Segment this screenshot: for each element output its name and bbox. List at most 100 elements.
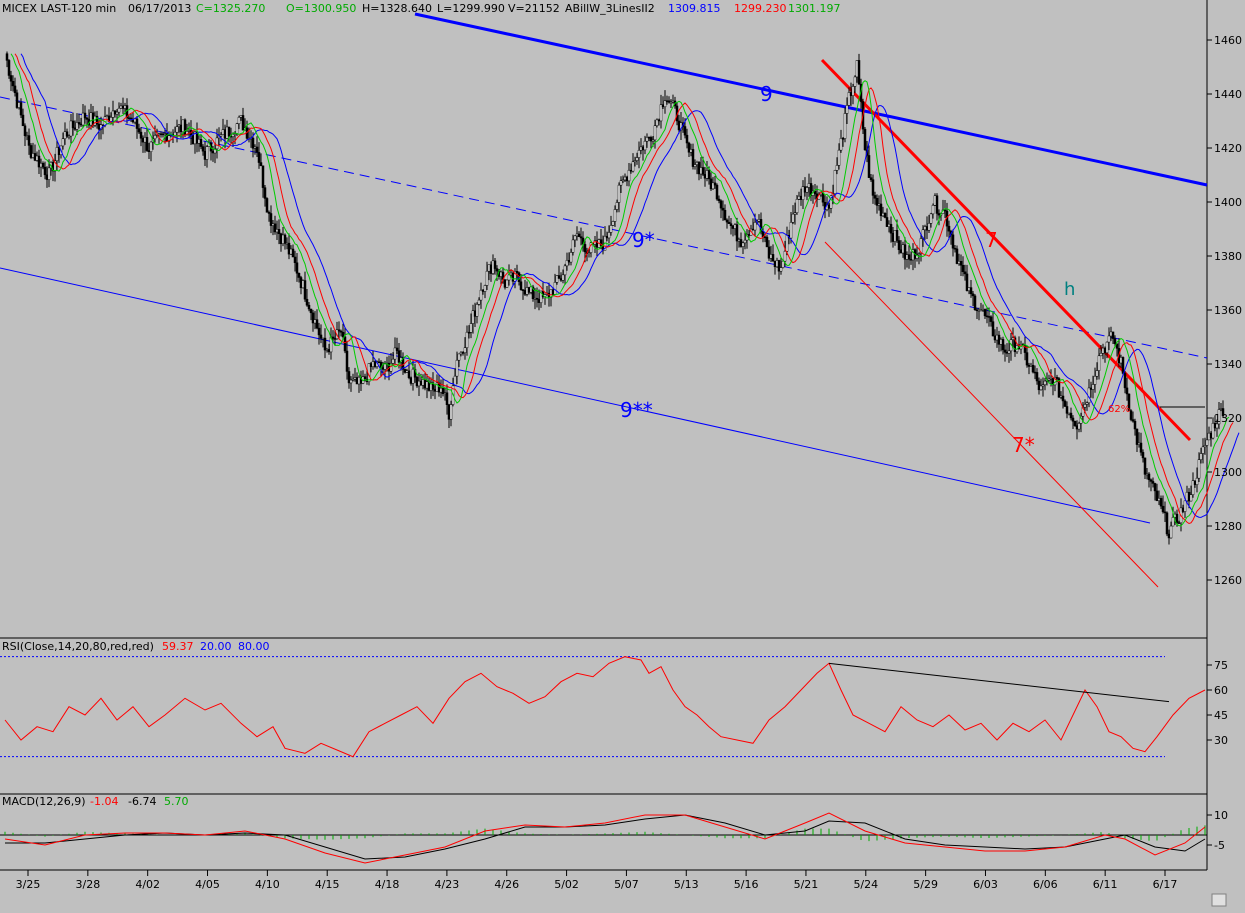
candle-body (803, 186, 807, 193)
candle-body (573, 235, 577, 241)
candle-body (711, 182, 715, 190)
candle-body (951, 234, 955, 249)
candle-body (349, 379, 353, 384)
candle-body (623, 176, 627, 181)
candle-body (937, 213, 941, 216)
candle-body (1061, 395, 1065, 402)
candle-body (1007, 350, 1011, 354)
x-tick-label: 5/13 (674, 878, 699, 891)
ma-green-line (10, 53, 1230, 527)
candle-body (1085, 402, 1089, 405)
candle-body (299, 277, 303, 289)
candle-body (135, 118, 139, 129)
candle-body (1195, 477, 1199, 485)
x-tick-label: 6/03 (973, 878, 998, 891)
candle-body (421, 379, 425, 386)
candle-body (609, 225, 613, 233)
trend-layer (0, 12, 1208, 588)
candle-body (453, 375, 457, 387)
candle-body (1129, 410, 1133, 420)
candle-body (477, 299, 481, 305)
candle-body (287, 242, 291, 255)
candle-body (725, 219, 729, 223)
candle-body (499, 271, 503, 277)
candle-body (879, 203, 883, 217)
candle-body (303, 280, 307, 300)
candle-body (1089, 387, 1093, 390)
candle-body (633, 160, 637, 163)
candle-body (495, 268, 499, 272)
candle-body (275, 229, 279, 233)
candle-body (7, 60, 11, 76)
candle-body (37, 155, 41, 168)
candle-body (1097, 355, 1101, 371)
candle-body (1005, 352, 1009, 354)
candle-body (281, 234, 285, 244)
candle-body (973, 295, 977, 311)
candle-body (805, 187, 809, 193)
candle-body (253, 146, 257, 149)
candle-body (1151, 481, 1155, 484)
candle-body (1091, 384, 1095, 390)
candle-body (753, 222, 757, 231)
candle-body (89, 112, 93, 126)
candle-body (263, 187, 267, 199)
macd-tick-label: 10 (1214, 809, 1228, 822)
x-tick-label: 5/29 (913, 878, 938, 891)
x-tick-label: 5/02 (554, 878, 579, 891)
candle-body (607, 232, 611, 239)
candle-body (463, 347, 467, 354)
candle-body (219, 134, 223, 137)
candle-body (999, 339, 1003, 345)
candle-body (289, 248, 293, 255)
candle-body (23, 125, 27, 136)
candle-body (833, 170, 837, 194)
candle-body (467, 331, 471, 334)
macd-signal: -6.74 (128, 795, 156, 808)
candle-body (381, 367, 385, 370)
candle-body (73, 127, 77, 130)
candle-body (65, 131, 69, 137)
candle-body (615, 202, 619, 210)
candle-body (1143, 457, 1147, 475)
candle-body (1169, 525, 1173, 539)
rsi-label: RSI(Close,14,20,80,red,red) (2, 640, 154, 653)
candle-body (121, 105, 125, 109)
candle-body (703, 174, 707, 179)
candle-body (589, 242, 593, 253)
candle-body (977, 309, 981, 312)
candle-body (795, 199, 799, 214)
candle-body (1105, 341, 1109, 354)
candle-body (461, 352, 465, 354)
scroll-corner-button[interactable] (1211, 893, 1227, 907)
candle-body (731, 225, 735, 229)
candle-body (891, 232, 895, 242)
rsi-tick-label: 60 (1214, 684, 1228, 697)
high-value: H=1328.640 (362, 2, 432, 15)
candle-body (699, 167, 703, 175)
candle-body (257, 152, 261, 163)
candle-body (411, 368, 415, 384)
candle-body (223, 129, 227, 139)
candle-body (529, 286, 533, 293)
x-tick-label: 4/18 (375, 878, 400, 891)
candle-body (63, 131, 67, 139)
candle-body (741, 242, 745, 247)
candle-body (371, 361, 375, 367)
candle-body (723, 209, 727, 221)
candle-body (417, 380, 421, 387)
candle-body (523, 290, 527, 295)
candle-body (1155, 490, 1159, 501)
candle-body (1035, 372, 1039, 382)
candle-body (277, 229, 281, 235)
candle-body (1123, 373, 1127, 389)
candle-body (933, 195, 937, 206)
candle-body (1003, 349, 1007, 353)
candle-body (153, 135, 157, 140)
candle-body (35, 155, 39, 161)
candle-body (717, 198, 721, 201)
candle-body (149, 141, 153, 152)
candle-body (433, 389, 437, 392)
candle-body (571, 239, 575, 253)
candle-body (839, 138, 843, 151)
